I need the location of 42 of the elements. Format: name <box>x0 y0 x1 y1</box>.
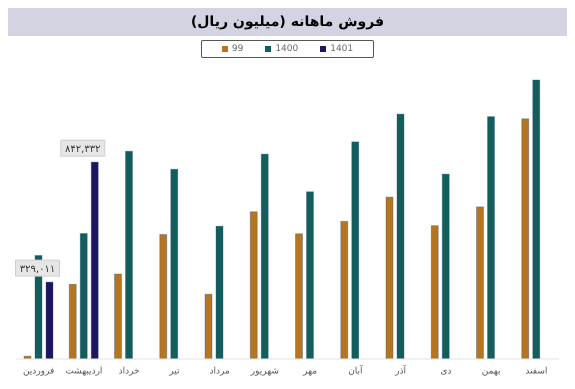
bar <box>487 116 495 360</box>
data-label: ۳۲۹,۰۱۱ <box>20 264 56 276</box>
x-tick-label: مرداد <box>209 366 230 376</box>
bar <box>80 233 88 360</box>
bar <box>68 284 77 360</box>
legend-label: 1400 <box>274 44 298 54</box>
chart-title: فروش ماهانه (میلیون ریال) <box>8 8 567 36</box>
bar <box>204 294 212 360</box>
x-tick-label: اردیبهشت <box>65 366 102 376</box>
bar <box>306 191 314 360</box>
x-tick-label: خرداد <box>118 366 140 376</box>
x-tick-label: دی <box>440 366 452 376</box>
x-tick-label: آبان <box>348 364 364 376</box>
bar <box>216 226 224 360</box>
bar <box>386 196 394 360</box>
x-tick-label: شهریور <box>250 366 279 376</box>
bar <box>396 114 404 360</box>
x-tick-label: مهر <box>302 366 318 376</box>
x-tick-label: بهمن <box>482 366 500 376</box>
x-tick-label: تیر <box>168 366 180 376</box>
bar <box>476 206 484 360</box>
bar <box>351 141 360 360</box>
data-label: ۸۴۲,۳۳۲ <box>65 144 100 156</box>
bar <box>90 162 99 360</box>
bar <box>521 118 530 360</box>
bar <box>260 154 269 360</box>
x-tick-label: آذر <box>394 364 407 376</box>
bar <box>170 168 178 360</box>
bar <box>250 211 258 360</box>
bar <box>442 174 450 360</box>
bar <box>430 225 439 360</box>
bar <box>295 233 303 360</box>
legend-label: 1401 <box>329 44 354 54</box>
bar <box>125 150 133 360</box>
bar <box>114 273 122 360</box>
x-tick-label: اسفند <box>525 366 548 376</box>
bar <box>532 80 540 360</box>
bar <box>340 220 348 360</box>
legend-label: 99 <box>230 44 244 54</box>
bar <box>159 234 168 360</box>
bar <box>46 282 54 360</box>
x-tick-label: فروردین <box>22 366 54 376</box>
